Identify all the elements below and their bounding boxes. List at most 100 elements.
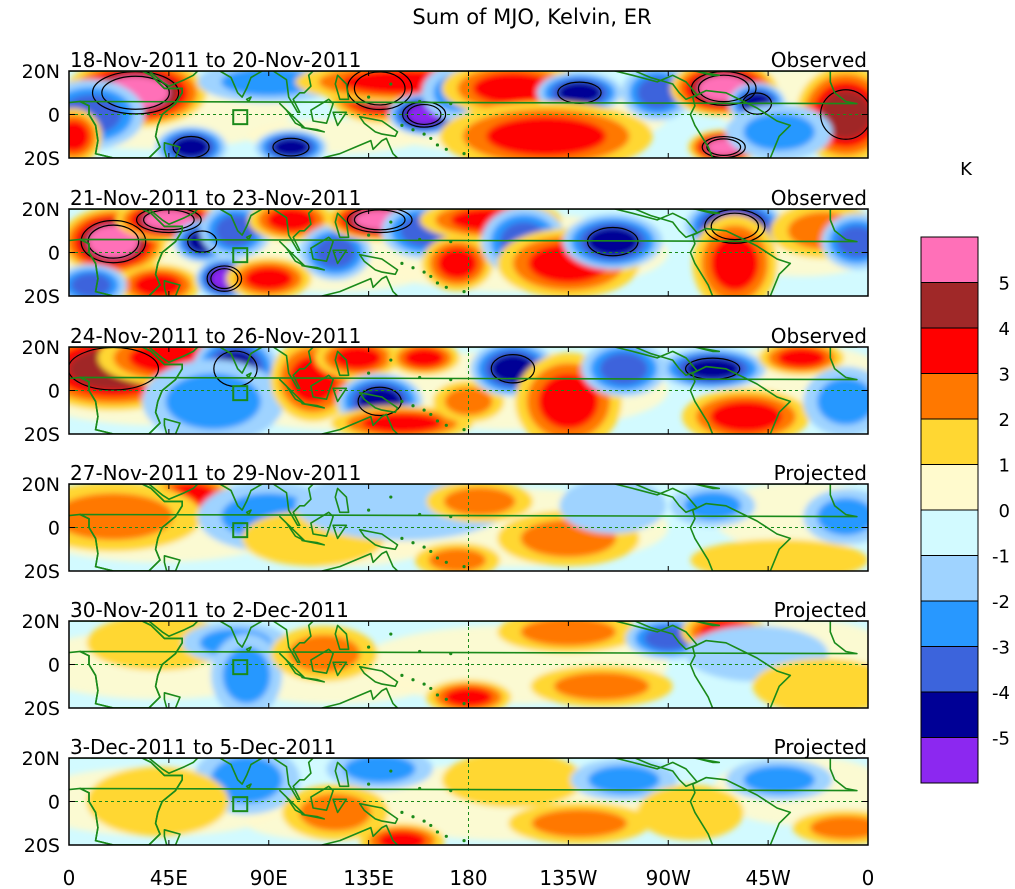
coastline xyxy=(301,126,326,133)
island-dot xyxy=(422,545,426,549)
coastline xyxy=(310,511,334,538)
island-dot xyxy=(389,220,393,224)
anomaly-contour-line xyxy=(206,265,243,292)
anomaly-contour xyxy=(743,765,816,794)
anomaly-contour xyxy=(817,378,868,425)
coastline xyxy=(301,402,326,409)
colorbar-level-label: 2 xyxy=(999,410,1010,431)
coastline xyxy=(310,374,334,401)
island-dot xyxy=(444,560,448,564)
x-tick-label: 180 xyxy=(449,866,487,889)
coastline xyxy=(321,137,399,158)
anomaly-contour xyxy=(69,120,90,152)
island-dot xyxy=(400,261,404,265)
coastline xyxy=(69,71,183,158)
anomaly-contour-line xyxy=(353,209,406,231)
colorbar-level-label: 3 xyxy=(999,365,1010,386)
anomaly-field xyxy=(69,347,868,434)
coastline xyxy=(310,98,334,124)
coastline xyxy=(310,236,334,263)
coastline xyxy=(334,624,350,651)
coastline xyxy=(334,350,350,377)
coastline xyxy=(69,484,183,571)
y-tick-label: 20S xyxy=(24,561,60,583)
island-dot xyxy=(449,240,453,244)
coastline xyxy=(245,509,252,516)
island-dot xyxy=(462,152,466,156)
panel-date-range: 24-Nov-2011 to 26-Nov-2011 xyxy=(70,324,361,348)
anomaly-contour xyxy=(299,793,372,832)
island-dot xyxy=(449,789,453,793)
map-panel-4: 27-Nov-2011 to 29-Nov-2011 Projected 20N 0 2… xyxy=(22,461,869,583)
coastline xyxy=(272,621,314,664)
island-dot xyxy=(444,834,448,838)
anomaly-contour xyxy=(343,758,416,783)
coastline xyxy=(358,665,399,688)
anomaly-contour xyxy=(743,113,816,151)
island-dot xyxy=(429,549,433,554)
reference-box xyxy=(232,109,249,126)
coastline xyxy=(245,646,252,653)
panel-date-range: 18-Nov-2011 to 20-Nov-2011 xyxy=(70,48,361,72)
coastline xyxy=(219,621,263,648)
anomaly-contour-line xyxy=(346,209,413,234)
anomaly-contour xyxy=(441,758,584,808)
coastline xyxy=(332,524,348,540)
anomaly-field xyxy=(69,758,868,845)
island-dot xyxy=(367,371,371,375)
chart-title: Sum of MJO, Kelvin, ER xyxy=(412,5,651,29)
anomaly-contour xyxy=(86,766,229,837)
anomaly-contour xyxy=(752,658,868,708)
colorbar-level-label: -4 xyxy=(992,683,1010,704)
island-dot xyxy=(389,495,393,499)
coastlines xyxy=(69,71,858,158)
colorbar: K 5 4 3 2 1 0 -1 -2 -3 -4 -5 xyxy=(920,159,1010,784)
x-tick-label: 90W xyxy=(646,866,691,889)
anomaly-field xyxy=(69,209,868,296)
island-dot xyxy=(411,404,415,408)
coastline xyxy=(219,484,263,511)
x-tick-label: 45W xyxy=(746,866,791,889)
island-dot xyxy=(367,645,371,649)
anomaly-contour xyxy=(71,273,112,296)
island-dot xyxy=(449,378,453,382)
coastline xyxy=(148,209,199,225)
coastline xyxy=(272,484,314,527)
coastlines xyxy=(69,347,858,434)
island-dot xyxy=(418,786,422,791)
coastline xyxy=(163,828,181,845)
anomaly-contour xyxy=(531,809,628,838)
colorbar-swatch xyxy=(920,373,979,420)
y-tick-label: 20N xyxy=(22,611,60,633)
island-dot xyxy=(429,823,433,828)
panel-status-label: Observed xyxy=(771,48,867,72)
anomaly-contour xyxy=(685,358,740,380)
colorbar-swatch xyxy=(920,236,979,283)
panel-status-label: Projected xyxy=(774,461,867,485)
anomaly-contour xyxy=(404,348,445,368)
coastline xyxy=(358,802,399,825)
anomaly-contour xyxy=(538,373,599,429)
y-tick-label: 20N xyxy=(22,199,60,221)
anomaly-contour xyxy=(710,235,759,291)
coastline xyxy=(321,275,399,296)
coastline xyxy=(334,761,350,788)
coastline xyxy=(278,240,306,267)
colorbar-swatch xyxy=(920,327,979,374)
x-tick-label: 135W xyxy=(539,866,597,889)
anomaly-contour xyxy=(210,758,283,804)
island-dot xyxy=(389,769,393,773)
coastline xyxy=(272,209,314,252)
island-dot xyxy=(422,270,426,274)
anomaly-contour-line xyxy=(87,224,140,259)
colorbar-level-label: 0 xyxy=(999,501,1010,522)
coastline xyxy=(358,391,399,414)
reference-box xyxy=(232,796,249,813)
colorbar-swatch xyxy=(920,509,979,556)
anomaly-contour-line xyxy=(706,138,742,156)
island-dot xyxy=(411,815,415,819)
island-dot xyxy=(422,408,426,412)
anomaly-contour xyxy=(133,273,182,296)
anomaly-contour xyxy=(222,647,271,704)
y-tick-label: 20S xyxy=(24,286,60,308)
